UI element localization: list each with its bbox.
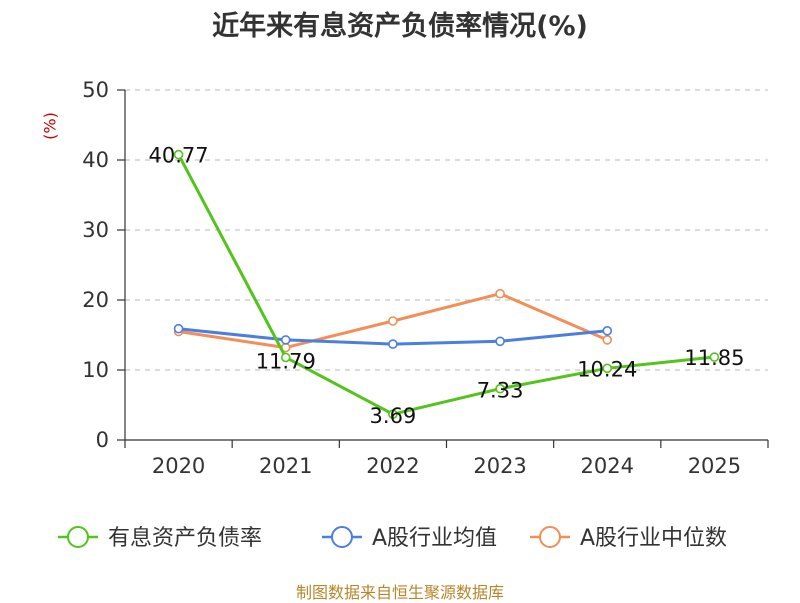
data-point xyxy=(603,336,611,344)
legend-label: 有息资产负债率 xyxy=(108,526,262,551)
y-tick-label: 0 xyxy=(96,428,109,452)
data-label: 40.77 xyxy=(149,144,209,168)
line-chart: 0 10 20 30 40 50 2020 2021 2022 2023 2024 2025 40.77… xyxy=(0,0,800,600)
legend-marker xyxy=(332,527,352,547)
y-tick-label: 50 xyxy=(82,78,109,102)
y-tick-label: 10 xyxy=(82,358,109,382)
data-point xyxy=(496,290,504,298)
data-label: 11.79 xyxy=(256,349,316,373)
x-tick-label: 2023 xyxy=(473,454,526,478)
data-label: 3.69 xyxy=(370,404,417,428)
legend-marker xyxy=(540,527,560,547)
data-point xyxy=(603,327,611,335)
y-tick-label: 40 xyxy=(82,148,109,172)
x-tick-label: 2025 xyxy=(688,454,741,478)
data-point xyxy=(282,336,290,344)
data-source-note: 制图数据来自恒生聚源数据库 xyxy=(0,579,800,603)
data-point xyxy=(175,325,183,333)
data-point xyxy=(389,340,397,348)
x-tick-label: 2021 xyxy=(259,454,312,478)
data-point xyxy=(389,317,397,325)
data-label: 10.24 xyxy=(577,357,637,381)
x-tick-label: 2024 xyxy=(581,454,634,478)
y-tick-label: 30 xyxy=(82,218,109,242)
y-tick-label: 20 xyxy=(82,288,109,312)
x-tick-label: 2022 xyxy=(366,454,419,478)
legend-marker xyxy=(68,527,88,547)
data-label: 7.33 xyxy=(477,379,524,403)
data-point xyxy=(496,337,504,345)
legend-label: A股行业均值 xyxy=(372,526,497,551)
data-label: 11.85 xyxy=(684,346,744,370)
x-tick-label: 2020 xyxy=(152,454,205,478)
legend-label: A股行业中位数 xyxy=(580,526,727,551)
